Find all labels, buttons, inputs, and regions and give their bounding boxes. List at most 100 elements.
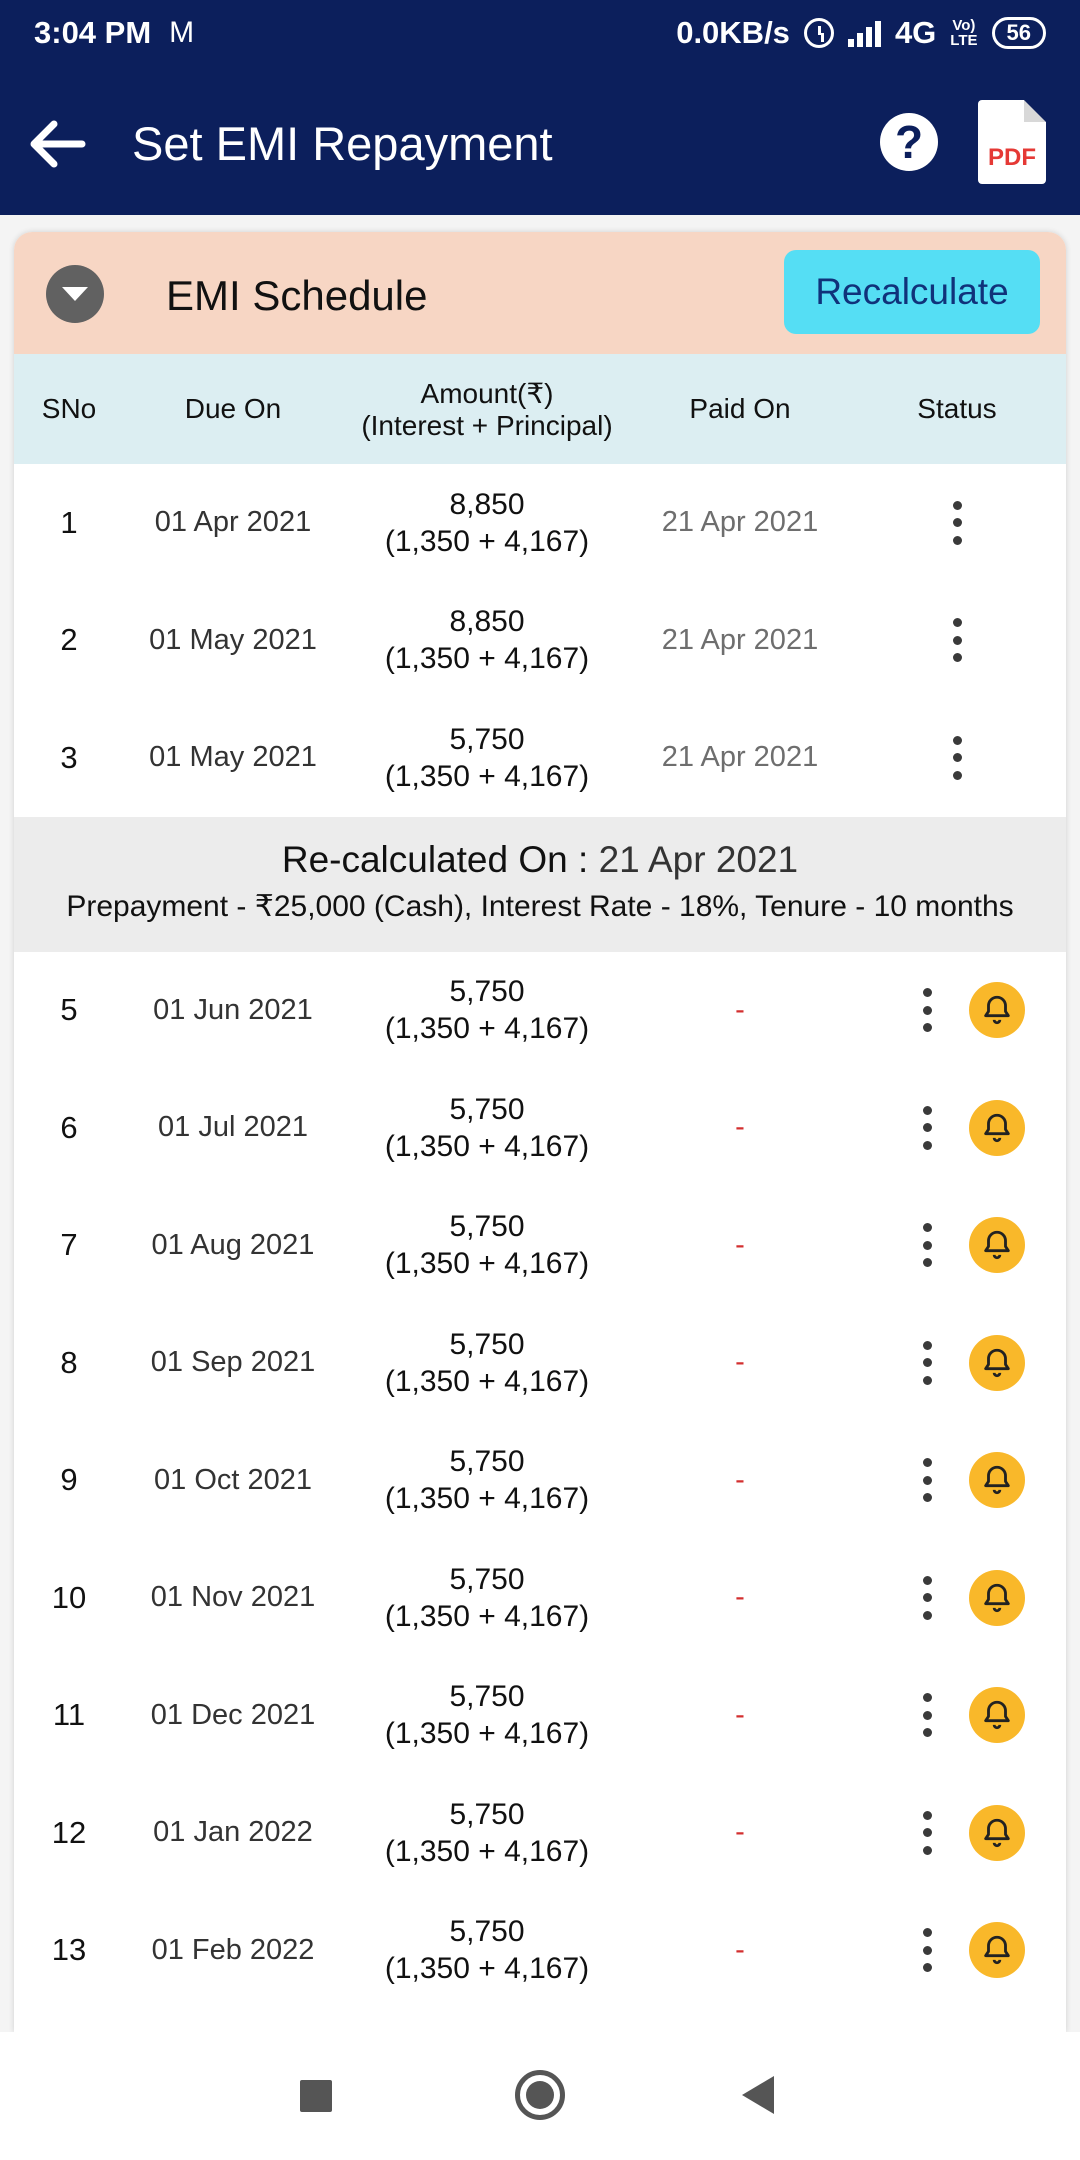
table-row: 9 01 Oct 2021 5,750 (1,350 + 4,167) - [14, 1422, 1066, 1540]
row-amount-split: (1,350 + 4,167) [384, 1599, 590, 1633]
bell-icon[interactable] [969, 1922, 1025, 1979]
row-paid-on: 21 Apr 2021 [661, 623, 819, 656]
row-amount-total: 5,750 [449, 722, 525, 756]
row-paid-on: 21 Apr 2021 [661, 506, 819, 539]
system-nav-bar [0, 2032, 1080, 2160]
pdf-icon[interactable]: PDF [978, 100, 1046, 184]
row-sno: 13 [51, 1932, 87, 1968]
kebab-menu-icon[interactable] [917, 1340, 937, 1385]
kebab-menu-icon[interactable] [917, 1458, 937, 1503]
row-amount-split: (1,350 + 4,167) [384, 1129, 590, 1163]
row-amount-total: 8,850 [449, 487, 525, 521]
status-time: 3:04 PM [34, 15, 152, 50]
table-row: 2 01 May 2021 8,850 (1,350 + 4,167) 21 Apr 2… [14, 582, 1066, 700]
back-arrow-icon[interactable] [26, 116, 86, 172]
kebab-menu-icon[interactable] [917, 1575, 937, 1620]
row-amount-total: 5,750 [449, 1210, 525, 1244]
row-amount-split: (1,350 + 4,167) [384, 524, 590, 558]
row-due-date: 01 Dec 2021 [150, 1698, 316, 1731]
emi-schedule-card: EMI Schedule Recalculate SNo Due On Amou… [14, 232, 1066, 2032]
kebab-menu-icon[interactable] [917, 1810, 937, 1855]
row-status [848, 1069, 1066, 1187]
status-bar: 3:04 PM M 0.0KB/s 4G Vo) LTE 56 [0, 0, 1080, 66]
row-amount: 5,750 (1,350 + 4,167) [342, 973, 632, 1047]
column-status: Status [917, 393, 997, 424]
row-amount: 5,750 (1,350 + 4,167) [342, 1326, 632, 1400]
kebab-menu-icon[interactable] [947, 618, 967, 663]
bell-icon[interactable] [969, 1099, 1025, 1156]
kebab-menu-icon[interactable] [917, 1693, 937, 1738]
bell-icon[interactable] [969, 1804, 1025, 1861]
row-status [848, 464, 1066, 582]
row-amount-total: 5,750 [449, 1445, 525, 1479]
alarm-icon [803, 18, 834, 48]
kebab-menu-icon[interactable] [917, 1928, 937, 1973]
row-amount: 8,850 (1,350 + 4,167) [342, 603, 632, 677]
recent-apps-button[interactable] [300, 2080, 332, 2112]
chevron-down-icon[interactable] [46, 265, 104, 323]
row-amount: 5,750 (1,350 + 4,167) [342, 1678, 632, 1752]
bell-icon[interactable] [969, 1334, 1025, 1391]
row-sno: 1 [60, 504, 78, 540]
row-due-date: 01 Oct 2021 [154, 1463, 312, 1496]
kebab-menu-icon[interactable] [917, 988, 937, 1033]
volte-top: Vo) [952, 17, 976, 34]
row-due-date: 01 Sep 2021 [150, 1346, 316, 1379]
row-amount-total: 5,750 [449, 1915, 525, 1949]
row-status [848, 1774, 1066, 1892]
top-bar: 3:04 PM M 0.0KB/s 4G Vo) LTE 56 Set EMI [0, 0, 1080, 215]
row-amount-split: (1,350 + 4,167) [384, 1482, 590, 1516]
help-icon[interactable]: ? [880, 113, 938, 171]
bell-icon[interactable] [969, 1452, 1025, 1509]
app-bar: Set EMI Repayment ? PDF [0, 90, 1080, 200]
row-status [848, 1304, 1066, 1422]
recalculated-label: Re-calculated On [281, 838, 568, 880]
bell-icon[interactable] [969, 1569, 1025, 1626]
table-row: 13 01 Feb 2022 5,750 (1,350 + 4,167) - [14, 1892, 1066, 2010]
row-amount: 8,850 (1,350 + 4,167) [342, 486, 632, 560]
pdf-label: PDF [981, 144, 1043, 171]
table-row: 12 01 Jan 2022 5,750 (1,350 + 4,167) - [14, 1774, 1066, 1892]
bell-icon[interactable] [969, 1217, 1025, 1274]
row-sno: 6 [60, 1109, 78, 1145]
row-paid-on: - [735, 1111, 745, 1144]
status-indicators: 0.0KB/s 4G Vo) LTE 56 [676, 15, 1046, 51]
recalculate-button[interactable]: Recalculate [784, 250, 1040, 334]
bell-icon[interactable] [969, 1687, 1025, 1744]
home-button[interactable] [515, 2070, 565, 2120]
table-row: 7 01 Aug 2021 5,750 (1,350 + 4,167) - [14, 1187, 1066, 1305]
kebab-menu-icon[interactable] [947, 735, 967, 780]
row-paid-on: - [735, 1698, 745, 1731]
row-due-date: 01 Jun 2021 [153, 993, 313, 1026]
battery-indicator: 56 [991, 17, 1046, 49]
row-paid-on: - [735, 1228, 745, 1261]
row-paid-on: - [735, 1816, 745, 1849]
system-back-button[interactable] [742, 2076, 774, 2114]
row-amount-total: 5,750 [449, 1327, 525, 1361]
row-status [848, 1892, 1066, 2010]
pending-rows: 5 01 Jun 2021 5,750 (1,350 + 4,167) -6 01 Jul… [14, 952, 1066, 2010]
row-amount: 5,750 (1,350 + 4,167) [342, 721, 632, 795]
kebab-menu-icon[interactable] [947, 500, 967, 545]
column-sno: SNo [41, 393, 97, 424]
row-status [848, 1187, 1066, 1305]
row-due-date: 01 Feb 2022 [151, 1933, 315, 1966]
column-amount-title: Amount(₹) [420, 377, 554, 409]
row-amount-split: (1,350 + 4,167) [384, 1247, 590, 1281]
row-paid-on: - [735, 1933, 745, 1966]
schedule-header: EMI Schedule Recalculate [14, 232, 1066, 354]
table-row: 10 01 Nov 2021 5,750 (1,350 + 4,167) - [14, 1539, 1066, 1657]
table-row: 8 01 Sep 2021 5,750 (1,350 + 4,167) - [14, 1304, 1066, 1422]
kebab-menu-icon[interactable] [917, 1105, 937, 1150]
row-amount-split: (1,350 + 4,167) [384, 759, 590, 793]
row-amount-split: (1,350 + 4,167) [384, 1834, 590, 1868]
row-amount-total: 8,850 [449, 605, 525, 639]
signal-icon [847, 19, 881, 47]
row-paid-on: - [735, 993, 745, 1026]
row-paid-on: 21 Apr 2021 [661, 741, 819, 774]
mail-icon: M [169, 16, 195, 49]
row-sno: 7 [60, 1227, 78, 1263]
kebab-menu-icon[interactable] [917, 1223, 937, 1268]
bell-icon[interactable] [969, 982, 1025, 1039]
row-due-date: 01 Jul 2021 [158, 1111, 308, 1144]
